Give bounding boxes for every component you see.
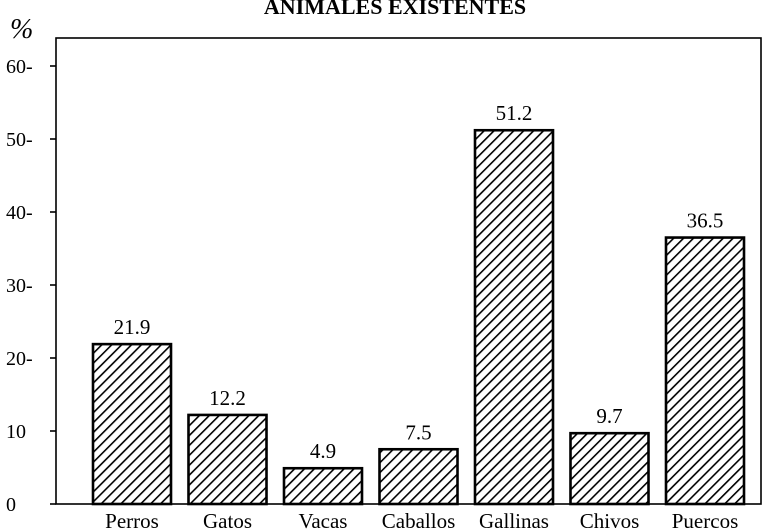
bars — [91, 128, 746, 506]
bar — [187, 413, 268, 506]
value-labels: 21.9 12.2 4.9 7.5 51.2 9.7 36.5 — [114, 101, 724, 463]
y-axis-ticks: 60- 50- 40- 30- 20- 10 0 — [6, 56, 56, 516]
category-label: Gatos — [203, 509, 252, 531]
category-label: Caballos — [382, 509, 456, 531]
bar-value-label: 36.5 — [687, 209, 724, 233]
bar — [473, 128, 555, 506]
bar-value-label: 4.9 — [310, 439, 336, 463]
y-tick-label: 40- — [6, 202, 33, 224]
category-label: Gallinas — [479, 509, 549, 531]
y-axis-unit-label: % — [10, 14, 33, 45]
category-label: Chivos — [580, 509, 640, 531]
y-tick-label: 60- — [6, 56, 33, 78]
bar — [282, 466, 364, 506]
category-label: Vacas — [299, 509, 348, 531]
bar-value-label: 7.5 — [405, 420, 431, 444]
bar — [378, 447, 459, 506]
bar — [91, 342, 173, 506]
category-label: Perros — [105, 509, 159, 531]
y-tick-label: 20- — [6, 348, 33, 370]
y-tick-label: 50- — [6, 129, 33, 151]
bar — [569, 431, 650, 506]
category-labels: Perros Gatos Vacas Caballos Gallinas Chivos Pu… — [105, 509, 738, 531]
bar-value-label: 51.2 — [496, 101, 533, 125]
category-label: Puercos — [672, 509, 739, 531]
y-tick-label: 0 — [6, 494, 16, 516]
bar — [664, 236, 746, 506]
bar-value-label: 21.9 — [114, 315, 151, 339]
y-tick-label: 10 — [6, 421, 26, 443]
y-tick-label: 30- — [6, 275, 33, 297]
bar-value-label: 9.7 — [596, 404, 622, 428]
chart-title: ANIMALES EXISTENTES — [264, 0, 526, 19]
bar-value-label: 12.2 — [209, 386, 246, 410]
